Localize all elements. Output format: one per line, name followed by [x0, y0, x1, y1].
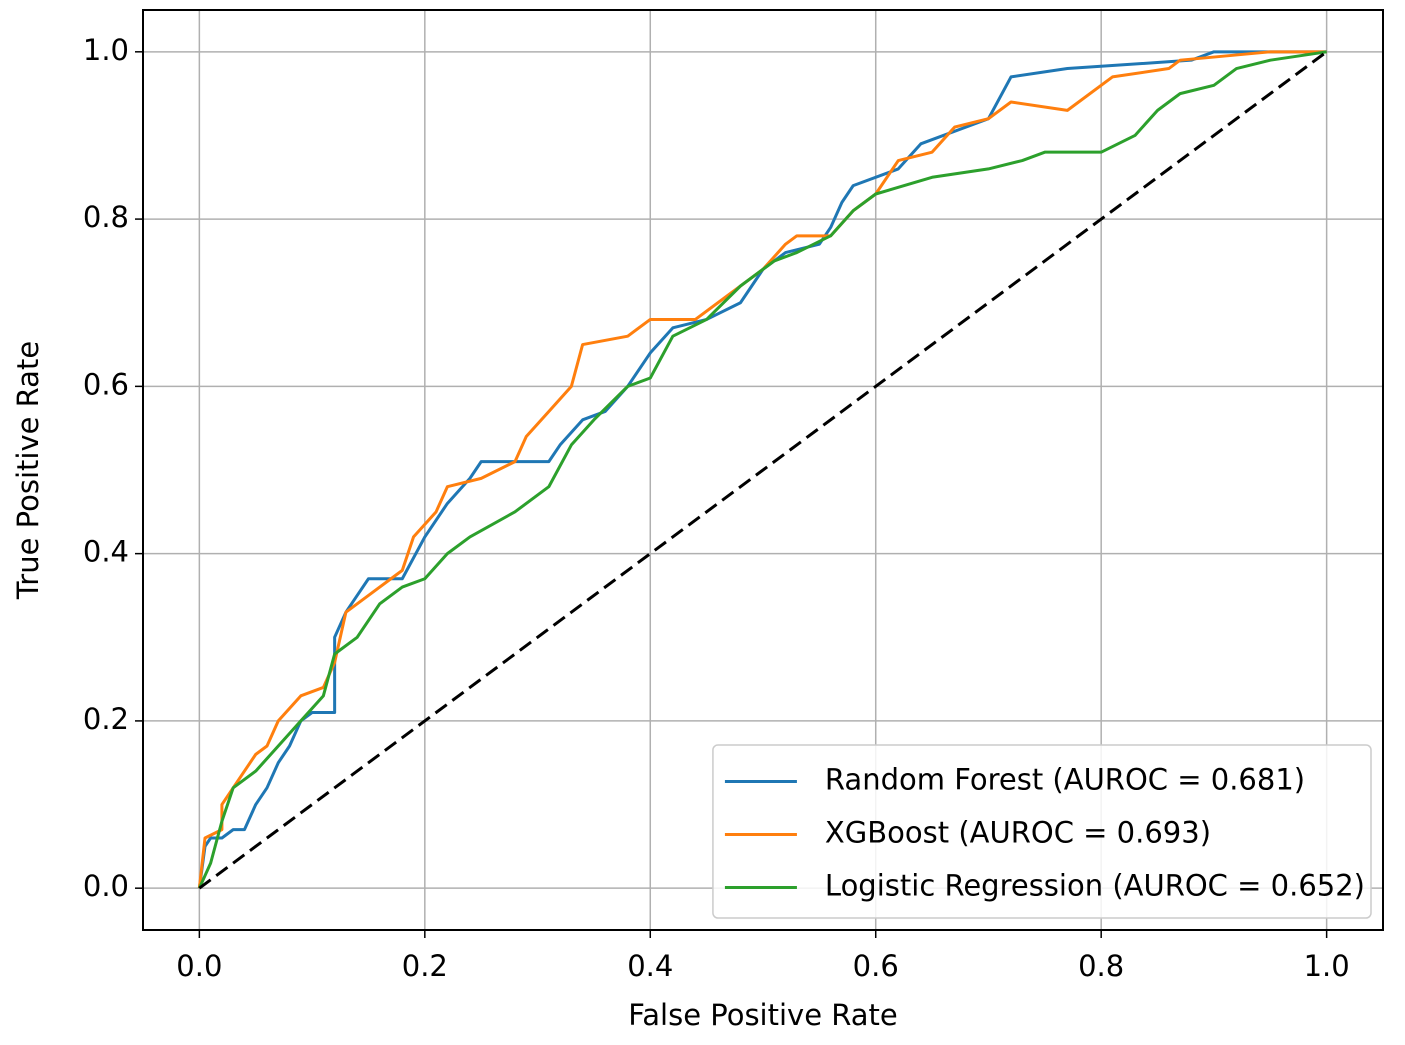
y-tick-label: 0.2 — [83, 702, 129, 736]
legend-label: Random Forest (AUROC = 0.681) — [825, 763, 1305, 797]
roc-curve — [197, 50, 1327, 889]
x-tick-label: 0.8 — [1078, 949, 1124, 983]
x-axis-label: False Positive Rate — [628, 998, 898, 1032]
axes-frame — [142, 9, 1384, 931]
legend-box — [712, 744, 1372, 919]
plot-area — [143, 10, 1383, 930]
legend: Random Forest (AUROC = 0.681) XGBoost (AU… — [724, 763, 1365, 903]
x-tick-label: 0.2 — [402, 949, 448, 983]
x-tick-label: 0.6 — [853, 949, 899, 983]
y-tick-label: 0.4 — [83, 535, 129, 569]
x-tick-label: 0.0 — [176, 949, 222, 983]
y-tick-label: 0.8 — [83, 200, 129, 234]
y-axis-label: True Positive Rate — [11, 341, 45, 600]
roc-curve — [197, 50, 1327, 889]
legend-label: XGBoost (AUROC = 0.693) — [825, 816, 1211, 850]
x-tick-label: 1.0 — [1304, 949, 1350, 983]
y-tick-label: 0.0 — [83, 869, 129, 903]
reference-line — [198, 50, 1328, 890]
legend-label: Logistic Regression (AUROC = 0.652) — [825, 869, 1365, 903]
x-tick-label: 0.4 — [627, 949, 673, 983]
y-tick-label: 1.0 — [83, 33, 129, 67]
y-tick-label: 0.6 — [83, 367, 129, 401]
